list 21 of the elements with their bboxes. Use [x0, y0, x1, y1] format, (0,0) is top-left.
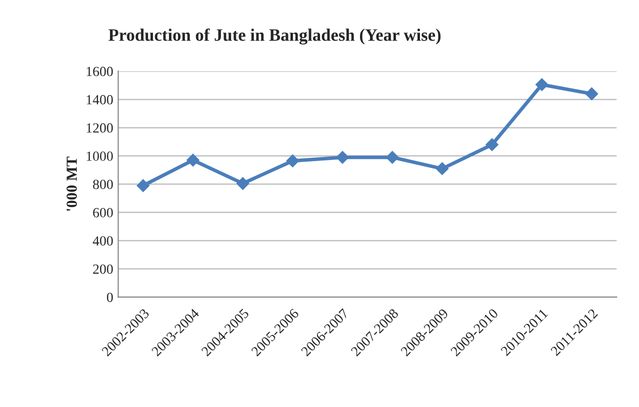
point [336, 150, 349, 164]
y-tick-label: 1400 [86, 95, 113, 104]
point [386, 150, 399, 164]
y-tick-label: 1600 [86, 66, 113, 76]
y-tick-label: 800 [93, 180, 113, 190]
y-tick-label: 1200 [86, 123, 113, 133]
y-tick-label: 0 [106, 292, 113, 302]
y-axis-title: '000 MT [66, 156, 77, 211]
y-tick-label: 600 [93, 208, 113, 218]
y-tick-label: 200 [93, 264, 113, 274]
point [236, 177, 250, 190]
point [286, 154, 300, 168]
point [186, 154, 200, 167]
y-tick-label: 1000 [86, 152, 113, 161]
point [585, 87, 598, 100]
y-tick-label: 400 [92, 236, 113, 246]
point [486, 138, 498, 152]
point [436, 162, 449, 176]
point [535, 78, 548, 92]
point [136, 179, 150, 192]
chart-title: Production of Jute in Bangladesh (Year wise) [108, 28, 441, 45]
